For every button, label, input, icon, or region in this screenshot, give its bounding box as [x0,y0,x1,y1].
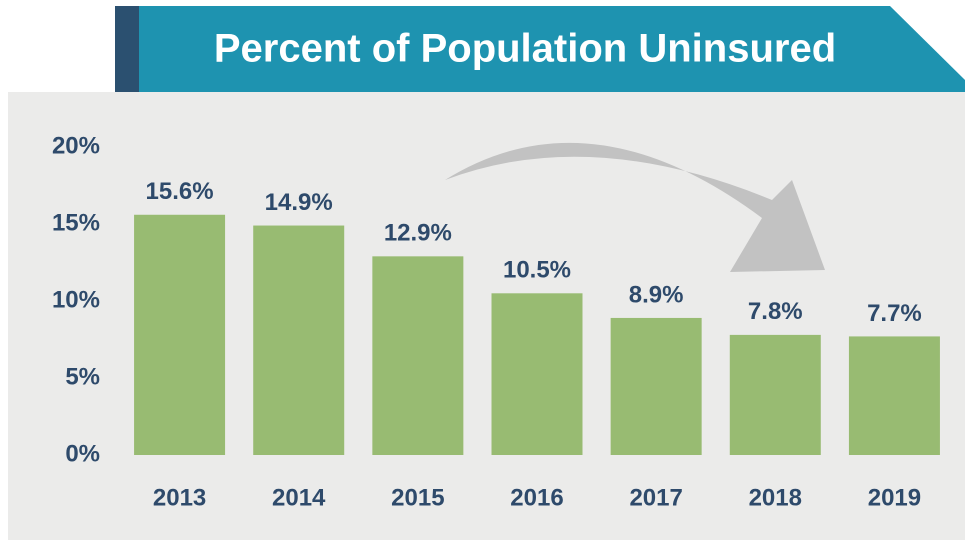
value-label: 15.6% [146,178,214,205]
y-tick-label: 15% [52,209,100,236]
value-label: 7.8% [748,298,803,325]
bar [134,214,226,455]
bar [610,317,702,455]
y-tick-label: 10% [52,286,100,313]
x-tick-label: 2017 [629,484,682,511]
x-tick-label: 2015 [391,484,444,511]
trend-arrow [445,142,825,272]
bar [491,293,583,455]
banner [139,6,965,92]
x-tick-label: 2014 [272,484,326,511]
value-label: 7.7% [867,300,922,327]
x-tick-label: 2016 [510,484,563,511]
value-label: 14.9% [265,189,333,216]
y-tick-label: 5% [65,363,100,390]
bar [729,334,821,455]
x-tick-label: 2018 [749,484,802,511]
bar [372,256,464,455]
value-label: 8.9% [629,281,684,308]
y-tick-label: 0% [65,440,100,467]
y-tick-label: 20% [52,132,100,159]
x-tick-label: 2013 [153,484,206,511]
bar [253,225,345,455]
x-tick-label: 2019 [868,484,921,511]
chart-title: Percent of Population Uninsured [214,27,836,71]
bar [848,336,940,455]
banner-accent [115,6,139,92]
value-label: 12.9% [384,220,452,247]
value-label: 10.5% [503,257,571,284]
